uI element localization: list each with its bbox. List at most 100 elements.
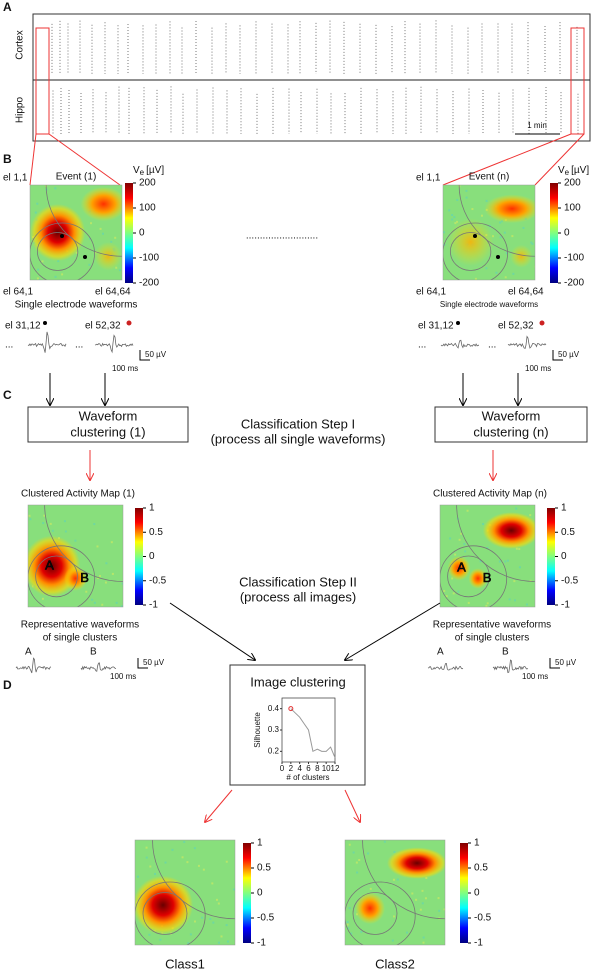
pixel xyxy=(437,897,440,900)
pixel xyxy=(421,902,424,905)
pixel xyxy=(443,231,446,234)
pixel xyxy=(186,861,189,864)
event-title: Event (1) xyxy=(56,172,97,183)
step-title: (process all single waveforms) xyxy=(211,431,386,446)
y-tick-label: 0.2 xyxy=(268,746,280,755)
colorbar-tick-label: -1 xyxy=(474,938,483,949)
pixel xyxy=(201,916,204,919)
cluster-label: B xyxy=(80,570,89,585)
heatmap-frame xyxy=(27,504,124,608)
colorbar-tick-label: 0 xyxy=(149,551,155,562)
pixel xyxy=(531,242,534,245)
step-title: (process all images) xyxy=(240,589,356,604)
electrode-label: el 52,32 xyxy=(85,321,121,332)
corner-label: el 1,1 xyxy=(416,173,441,184)
pixel xyxy=(346,921,349,924)
pixel xyxy=(356,871,359,874)
connector xyxy=(48,133,121,186)
heatmap-frame xyxy=(29,184,123,281)
electrode-marker xyxy=(126,320,132,326)
pixel xyxy=(110,541,113,544)
colorbar-tick-label: 0.5 xyxy=(561,527,575,538)
cluster-label: B xyxy=(90,647,97,658)
activity xyxy=(355,892,385,924)
x-tick-label: 6 xyxy=(306,764,311,773)
pixel xyxy=(225,860,228,863)
cluster-label: B xyxy=(483,570,492,585)
pixel xyxy=(57,260,60,263)
colorbar-tick-label: 0 xyxy=(139,228,145,239)
cluster-label: A xyxy=(25,647,32,658)
pixel xyxy=(464,550,467,553)
activity xyxy=(482,512,535,549)
pixel xyxy=(458,538,461,541)
contour xyxy=(345,881,416,945)
pixel xyxy=(149,865,152,868)
process-box xyxy=(27,406,189,443)
pixel xyxy=(515,547,518,550)
pixel xyxy=(350,932,353,935)
step-title: Classification Step I xyxy=(241,416,355,431)
pixel xyxy=(93,523,96,526)
corner-label: el 1,1 xyxy=(3,173,28,184)
cluster-label: B xyxy=(502,647,509,658)
connector xyxy=(29,133,37,186)
cluster-label: A xyxy=(457,560,466,575)
pixel xyxy=(34,211,37,214)
pixel xyxy=(212,921,215,924)
map-title: Clustered Activity Map (1) xyxy=(21,489,135,500)
pixel xyxy=(451,577,454,580)
waveform xyxy=(440,339,480,349)
scale-bar xyxy=(139,350,150,361)
pixel xyxy=(217,902,220,905)
pixel xyxy=(438,909,441,912)
contour xyxy=(443,222,508,280)
heatmap-frame xyxy=(344,839,446,946)
panel-label: B xyxy=(3,152,12,166)
colorbar-tick-label: 0.5 xyxy=(474,863,488,874)
pixel xyxy=(355,861,358,864)
connector xyxy=(534,133,585,186)
pixel xyxy=(360,930,363,933)
class-label: Class2 xyxy=(375,956,415,971)
waveform xyxy=(507,335,547,349)
electrode-label: el 31,12 xyxy=(418,321,454,332)
scale-bar-label: 50 µV xyxy=(558,350,580,359)
pixel xyxy=(529,579,532,582)
pixel xyxy=(197,864,200,867)
pixel xyxy=(522,226,525,229)
pixel xyxy=(514,599,517,602)
pixel xyxy=(114,236,117,239)
corner-label: el 64,1 xyxy=(3,287,33,298)
pixel xyxy=(226,940,229,943)
colorbar-tick-label: -1 xyxy=(257,938,266,949)
colorbar xyxy=(125,183,133,283)
heatmap xyxy=(30,185,122,280)
silhouette-line xyxy=(290,708,336,758)
pixel xyxy=(367,852,370,855)
colorbar-tick-label: -200 xyxy=(564,278,584,289)
corner-label: el 64,64 xyxy=(95,287,131,298)
pixel xyxy=(42,522,45,525)
pixel xyxy=(64,530,67,533)
symbol: V xyxy=(133,165,140,176)
pixel xyxy=(529,514,532,517)
pixel xyxy=(466,509,469,512)
pixel xyxy=(383,840,386,843)
corner-label: el 64,64 xyxy=(508,287,544,298)
panel-label: A xyxy=(3,0,12,14)
scale-bar-label: 50 µV xyxy=(145,350,167,359)
colorbar xyxy=(460,843,468,943)
row-label: Cortex xyxy=(15,30,26,59)
activity xyxy=(94,242,122,271)
pixel xyxy=(121,582,123,585)
caption: of single clusters xyxy=(455,633,529,644)
colorbar-tick-label: -200 xyxy=(139,278,159,289)
pixel xyxy=(499,221,502,224)
x-tick-label: 10 xyxy=(322,764,331,773)
activity xyxy=(64,566,87,591)
box-text: Waveform xyxy=(482,408,541,423)
pixel xyxy=(443,589,446,592)
unit: [µV] xyxy=(571,165,589,176)
